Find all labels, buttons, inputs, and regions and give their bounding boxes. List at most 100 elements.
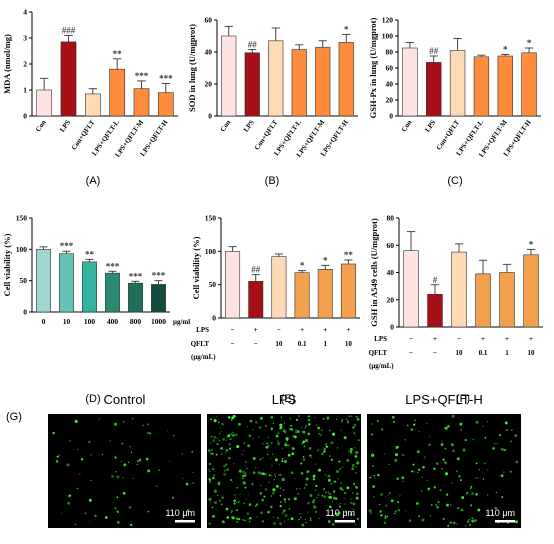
fluorescence-dot (297, 492, 300, 496)
fluorescence-dot (484, 436, 487, 439)
fluorescence-dot (482, 425, 485, 428)
panel-label: (C) (447, 175, 462, 187)
fluorescence-dot (114, 507, 117, 510)
fluorescence-dot (318, 517, 320, 520)
fluorescence-dot (231, 516, 235, 520)
table-cell-qflt: 1 (505, 349, 509, 357)
fluorescence-dot (231, 510, 233, 513)
fluorescence-dot (236, 521, 239, 523)
fluorescence-dot (128, 505, 132, 509)
fluorescence-dot (308, 447, 312, 450)
fluorescence-dot (290, 428, 293, 430)
fluorescence-dot (335, 512, 338, 516)
fluorescence-dot (74, 523, 77, 526)
bar (451, 251, 467, 328)
fluorescence-dot (311, 456, 313, 459)
fluorescence-dot (228, 447, 232, 450)
micro-panel-1: Control 110 μm (48, 392, 201, 528)
fluorescence-dot (207, 449, 211, 452)
fluorescence-dot (315, 424, 317, 426)
fluorescence-dot (396, 445, 400, 449)
fluorescence-dot (271, 453, 274, 455)
fluorescence-dot (234, 433, 238, 437)
fluorescence-dot (350, 450, 352, 453)
fluorescence-dot (218, 499, 222, 502)
fluorescence-dot (172, 434, 175, 437)
fluorescence-dot (477, 508, 481, 512)
fluorescence-dot (350, 513, 353, 516)
fluorescence-dot (279, 522, 283, 526)
bar (294, 272, 310, 319)
fluorescence-dot (348, 415, 351, 418)
fluorescence-dot (254, 467, 257, 469)
x-unit-label: μg/ml (173, 318, 190, 326)
fluorescence-dot (277, 442, 281, 446)
fluorescence-dot (447, 425, 450, 428)
table-cell-qflt: 0.1 (479, 349, 488, 357)
fluorescence-dot (279, 423, 283, 427)
table-cell-lps: + (254, 326, 258, 334)
panel-label-g: (G) (6, 411, 22, 423)
fluorescence-dot (339, 460, 341, 462)
bar (426, 62, 442, 117)
bar (475, 273, 491, 328)
fluorescence-dot (500, 448, 503, 451)
fluorescence-dot (299, 513, 301, 515)
fluorescence-dot (417, 472, 419, 474)
fluorescence-dot (340, 429, 342, 431)
fluorescence-dot (470, 504, 473, 507)
fluorescence-dot (349, 447, 353, 451)
table-cell-qflt: − (409, 349, 413, 357)
fluorescence-dot (305, 477, 309, 481)
micro-panel-3: LPS+QFLT-H 110 μm (367, 392, 521, 528)
fluorescence-dot (277, 440, 279, 443)
fluorescence-dot (215, 453, 218, 456)
fluorescence-dot (466, 520, 470, 524)
fluorescence-dot (412, 423, 416, 427)
fluorescence-dot (486, 420, 489, 423)
table-cell-lps: + (481, 335, 485, 343)
bar (427, 293, 443, 328)
fluorescence-dot (76, 487, 79, 490)
fluorescence-dot (341, 466, 344, 469)
fluorescence-dot (353, 423, 357, 427)
fluorescence-dot (354, 485, 357, 488)
table-cell-qflt: 0.1 (298, 340, 307, 348)
fluorescence-dot (315, 484, 318, 487)
y-tick-label: 1 (23, 86, 27, 95)
category-label: Con+QFLT (70, 118, 97, 151)
fluorescence-dot (307, 415, 310, 418)
fluorescence-dot (284, 441, 287, 444)
fluorescence-dot (465, 491, 469, 495)
y-axis-title: SOD in lung (U/mgprot) (187, 24, 197, 112)
fluorescence-dot (369, 476, 372, 479)
y-tick-label: 40 (387, 268, 395, 277)
fluorescence-dot (223, 472, 227, 476)
fluorescence-dot (429, 515, 432, 517)
fluorescence-dot (260, 484, 262, 486)
fluorescence-dot (387, 494, 389, 496)
fluorescence-dot (446, 503, 449, 507)
fluorescence-dot (208, 522, 211, 525)
fluorescence-dot (230, 512, 232, 514)
fluorescence-dot (472, 438, 475, 441)
fluorescence-dot (140, 457, 142, 459)
fluorescence-dot (287, 444, 290, 447)
fluorescence-dot (344, 503, 346, 505)
fluorescence-dot (210, 418, 213, 421)
fluorescence-dot (275, 458, 278, 462)
significance-label: * (529, 239, 534, 249)
fluorescence-dot (368, 509, 372, 513)
fluorescence-dot (515, 460, 519, 464)
panel-label: (D) (85, 393, 100, 405)
fluorescence-dot (291, 447, 295, 450)
fluorescence-dot (247, 444, 251, 448)
fluorescence-dot (470, 487, 472, 490)
fluorescence-dot (335, 418, 337, 420)
fluorescence-dot (380, 428, 384, 431)
fluorescence-dot (242, 519, 244, 521)
panel-label: (F) (456, 393, 470, 405)
fluorescence-dot (315, 489, 317, 491)
fluorescence-dot (281, 457, 284, 460)
